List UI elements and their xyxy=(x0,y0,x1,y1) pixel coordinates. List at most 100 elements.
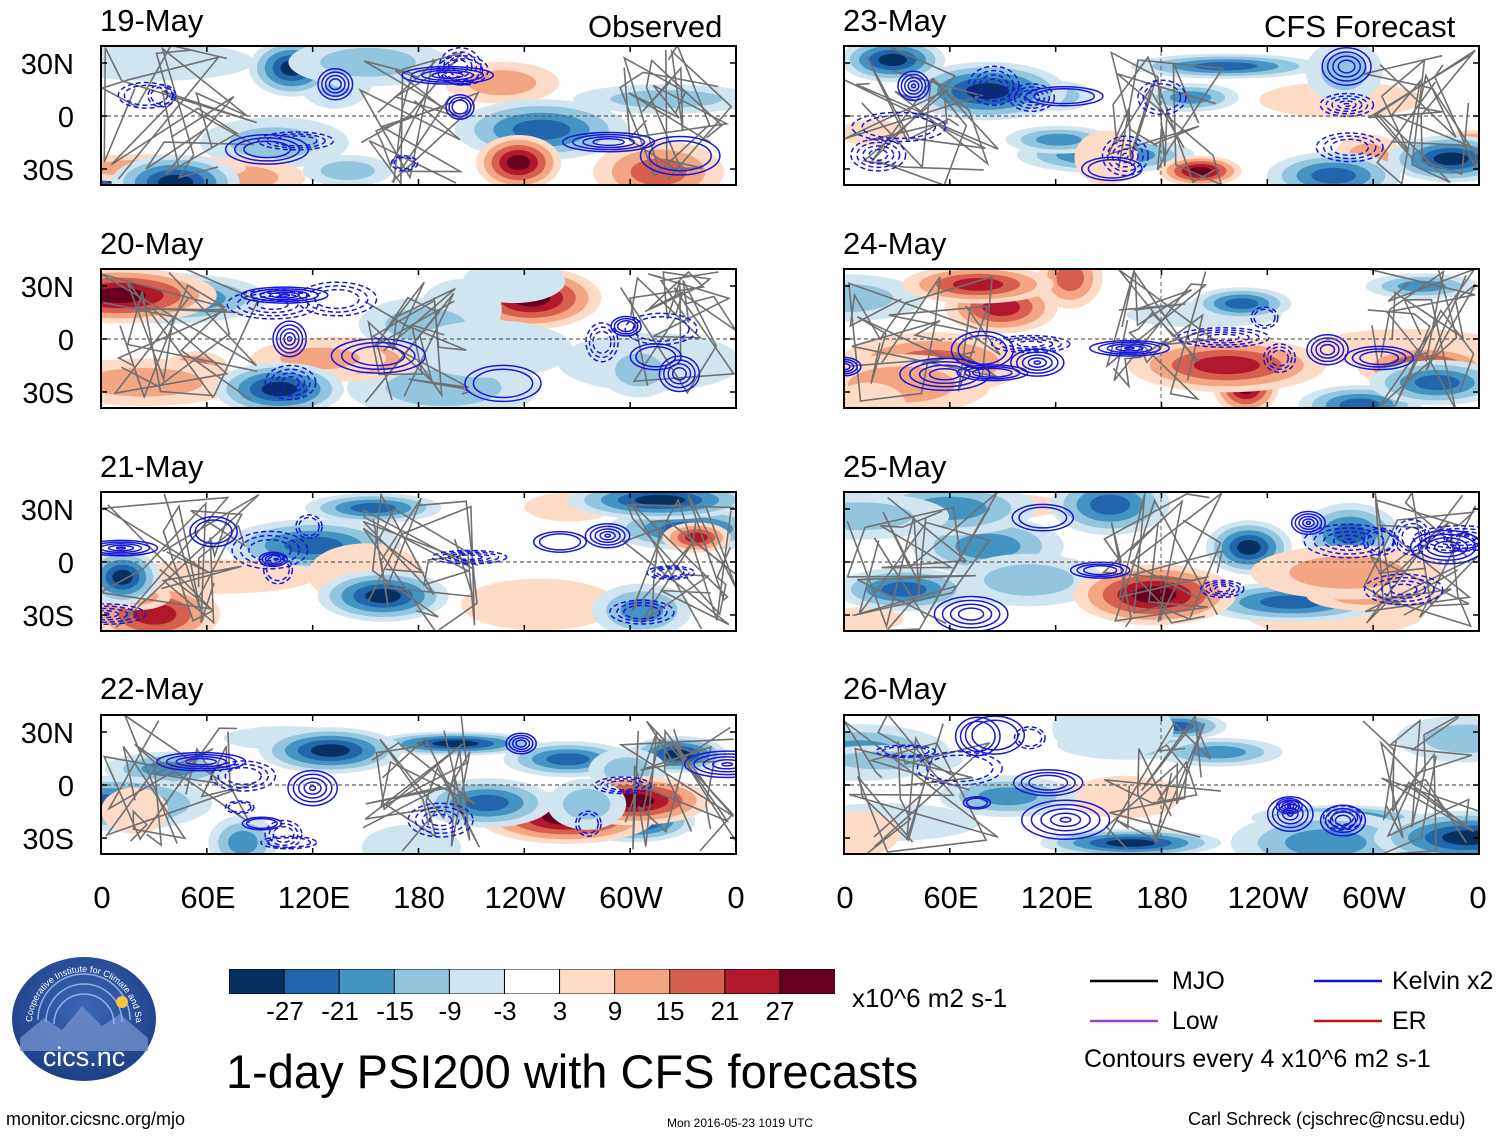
kelvin-contour xyxy=(916,750,1003,786)
lon-tick: 0 xyxy=(1469,880,1487,915)
kelvin-contour xyxy=(240,286,329,304)
coastline xyxy=(1367,308,1475,407)
kelvin-contour xyxy=(175,755,227,768)
coastline xyxy=(1106,714,1212,838)
kelvin-contour xyxy=(147,83,177,108)
kelvin-contour xyxy=(1313,527,1385,555)
panel-date-22-may: 22-May xyxy=(100,671,204,706)
kelvin-contour xyxy=(1351,348,1407,368)
kelvin-contour xyxy=(954,716,1001,757)
kelvin-contour xyxy=(100,609,119,619)
kelvin-contour xyxy=(1197,331,1250,344)
coastline xyxy=(630,273,731,339)
kelvin-contour xyxy=(281,375,300,390)
kelvin-contour xyxy=(1012,769,1084,797)
colorbar-label: -9 xyxy=(438,996,462,1026)
cics-logo: Cooperative Institute for Climate and Sa… xyxy=(10,956,156,1081)
kelvin-contour xyxy=(261,552,285,566)
kelvin-contour xyxy=(185,757,218,766)
kelvin-contour xyxy=(639,135,721,176)
kelvin-contour xyxy=(278,293,291,297)
kelvin-contour xyxy=(1310,337,1345,363)
lon-tick: 120W xyxy=(484,880,566,915)
kelvin-contour xyxy=(1013,726,1046,750)
kelvin-contour xyxy=(393,156,416,170)
kelvin-contour xyxy=(439,551,500,564)
footer-url[interactable]: monitor.cicsnc.org/mjo xyxy=(6,1109,186,1129)
kelvin-contour xyxy=(1301,518,1315,528)
anomaly-shading xyxy=(228,830,258,855)
kelvin-contour xyxy=(1111,144,1139,168)
anomaly-shading xyxy=(983,564,1074,596)
kelvin-contour xyxy=(599,530,616,541)
coastline xyxy=(100,271,257,400)
lon-tick: 120E xyxy=(277,880,351,915)
kelvin-contour xyxy=(1081,156,1143,182)
anomaly-shading xyxy=(100,45,255,81)
kelvin-contour xyxy=(648,139,712,172)
anomaly-shading xyxy=(546,753,590,766)
kelvin-contour xyxy=(1329,811,1357,830)
kelvin-contour xyxy=(584,522,631,549)
kelvin-contour xyxy=(328,78,342,91)
kelvin-contour xyxy=(856,141,901,169)
kelvin-contour xyxy=(613,317,639,335)
map-panel-19-may xyxy=(100,45,737,186)
kelvin-contour xyxy=(538,533,582,551)
kelvin-contour xyxy=(964,365,1021,380)
coastline xyxy=(1373,49,1476,176)
kelvin-contour xyxy=(1008,338,1054,350)
legend-label-low: Low xyxy=(1172,1007,1218,1035)
kelvin-contour xyxy=(1137,79,1187,116)
kelvin-contour xyxy=(594,528,621,544)
kelvin-contour xyxy=(241,816,283,831)
kelvin-contour xyxy=(1024,85,1104,107)
kelvin-contour xyxy=(671,367,687,381)
anomaly-shading xyxy=(432,740,479,747)
kelvin-contour xyxy=(1286,811,1294,817)
anomaly-shading xyxy=(1237,540,1261,555)
map-panel-25-may xyxy=(843,491,1480,632)
anomaly-shading xyxy=(365,589,401,603)
contour-note: Contours every 4 x10^6 m2 s-1 xyxy=(1084,1045,1431,1073)
coastline xyxy=(122,745,187,842)
kelvin-contour xyxy=(245,817,278,830)
kelvin-contour xyxy=(971,719,1019,751)
lon-tick: 0 xyxy=(836,880,854,915)
lat-tick: 30S xyxy=(22,155,74,187)
coastline xyxy=(1117,59,1225,171)
kelvin-contour xyxy=(532,530,588,553)
coastline xyxy=(379,730,471,841)
coastline xyxy=(372,497,474,609)
lon-tick: 0 xyxy=(727,880,745,915)
map-panel-22-may xyxy=(100,714,737,855)
kelvin-contour xyxy=(1011,503,1075,532)
colorbar-label: -15 xyxy=(376,996,414,1026)
coastline xyxy=(856,741,988,853)
coastline xyxy=(1376,78,1469,186)
anomaly-shading xyxy=(843,502,913,531)
coastline xyxy=(843,720,999,838)
panel-date-20-may: 20-May xyxy=(100,226,204,261)
coastline xyxy=(1131,519,1224,621)
kelvin-contour xyxy=(1290,510,1326,536)
kelvin-contour xyxy=(1214,585,1231,593)
anomaly-shading xyxy=(843,607,904,632)
kelvin-contour xyxy=(451,99,469,115)
kelvin-contour xyxy=(926,754,994,783)
panel-date-24-may: 24-May xyxy=(843,226,947,261)
kelvin-contour xyxy=(1322,135,1377,160)
kelvin-contour xyxy=(227,801,252,813)
kelvin-contour xyxy=(1204,581,1240,597)
kelvin-contour xyxy=(616,602,668,623)
kelvin-contour xyxy=(1115,344,1144,352)
kelvin-contour xyxy=(324,74,346,94)
kelvin-contour xyxy=(317,67,354,101)
anomaly-shading xyxy=(464,794,509,812)
anomaly-shading xyxy=(1169,91,1212,104)
anomaly-shading xyxy=(1194,62,1258,71)
coastline xyxy=(1103,493,1210,628)
kelvin-contour xyxy=(957,607,985,621)
kelvin-contour xyxy=(1306,333,1349,366)
coastline xyxy=(379,69,464,173)
